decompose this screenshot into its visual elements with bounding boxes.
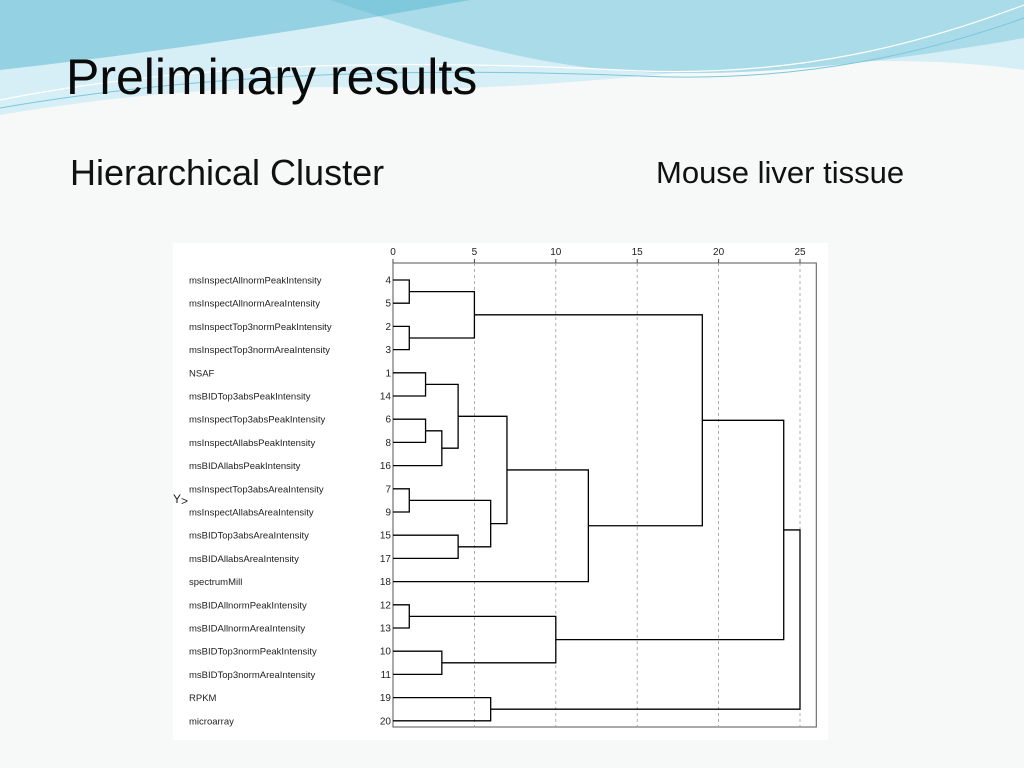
x-tick-label: 5 xyxy=(472,247,478,258)
dendrogram-link xyxy=(393,488,410,513)
leaf-number: 14 xyxy=(380,392,392,403)
leaf-number: 17 xyxy=(380,554,392,565)
y-axis-marker: > xyxy=(181,494,188,508)
dendrogram-link xyxy=(555,419,785,641)
leaf-number: 13 xyxy=(380,624,392,635)
leaf-number: 5 xyxy=(385,299,391,310)
dendrogram-link xyxy=(490,529,801,710)
leaf-label: msBIDTop3absPeakIntensity xyxy=(189,392,311,403)
plot-frame xyxy=(392,262,817,728)
leaf-label: msInspectTop3absAreaIntensity xyxy=(189,484,324,495)
dendrogram-link xyxy=(393,372,427,397)
leaf-label: msInspectAllabsPeakIntensity xyxy=(189,438,315,449)
leaf-number: 9 xyxy=(385,508,391,519)
leaf-number: 12 xyxy=(380,600,392,611)
leaf-label: msBIDAllnormAreaIntensity xyxy=(189,624,305,635)
leaf-number: 2 xyxy=(385,322,391,333)
leaf-label: msBIDAllabsPeakIntensity xyxy=(189,461,301,472)
leaf-number: 16 xyxy=(380,461,392,472)
dendrogram-link xyxy=(393,650,443,676)
slide-title: Preliminary results xyxy=(66,49,478,105)
x-tick-label: 15 xyxy=(632,247,644,258)
leaf-number: 18 xyxy=(380,577,392,588)
leaf-number: 1 xyxy=(385,368,391,379)
header-wave-decoration xyxy=(0,0,1024,115)
dendrogram-link xyxy=(393,418,427,444)
dendrogram-panel: 0 5 10 15 20 25 msInspectAllnormPeakIntensity 4… xyxy=(173,243,828,740)
dendrogram-link xyxy=(393,696,492,722)
leaf-number: 8 xyxy=(385,438,391,449)
leaf-label: msBIDAllabsAreaIntensity xyxy=(189,554,299,565)
leaf-label: msInspectTop3absPeakIntensity xyxy=(189,415,325,426)
leaf-number: 4 xyxy=(385,276,391,287)
leaf-number: 7 xyxy=(385,484,391,495)
x-tick-label: 10 xyxy=(550,247,562,258)
dendrogram-link xyxy=(393,279,410,304)
leaf-number: 3 xyxy=(385,345,391,356)
wave-front xyxy=(0,0,470,70)
subtitle-hierarchical-cluster: Hierarchical Cluster xyxy=(70,152,385,193)
leaf-label: msBIDTop3absAreaIntensity xyxy=(189,531,309,542)
x-tick-label: 20 xyxy=(713,247,725,258)
leaf-number: 6 xyxy=(385,415,391,426)
subtitle-tissue: Mouse liver tissue xyxy=(656,155,905,190)
leaf-number: 19 xyxy=(380,693,392,704)
dendrogram-link xyxy=(409,615,557,664)
leaf-number: 15 xyxy=(380,531,392,542)
leaf-number: 20 xyxy=(380,716,392,727)
x-tick-label: 25 xyxy=(794,247,806,258)
leaf-label: msInspectAllnormPeakIntensity xyxy=(189,276,322,287)
dendrogram-link xyxy=(409,499,492,548)
leaf-label: microarray xyxy=(189,716,234,727)
leaf-label: msInspectTop3normPeakIntensity xyxy=(189,322,332,333)
leaf-label: spectrumMill xyxy=(189,577,242,588)
dendrogram-link xyxy=(393,534,459,560)
leaf-label: msInspectAllnormAreaIntensity xyxy=(189,299,320,310)
dendrogram-link xyxy=(458,415,508,525)
x-tick-label: 0 xyxy=(390,247,396,258)
leaf-label: msBIDTop3normPeakIntensity xyxy=(189,647,317,658)
wave-line xyxy=(0,17,1024,109)
dendrogram-link xyxy=(393,604,410,629)
dendrogram-link xyxy=(393,430,443,467)
leaf-label: msBIDAllnormPeakIntensity xyxy=(189,600,307,611)
leaf-number: 10 xyxy=(380,647,392,658)
leaf-label: RPKM xyxy=(189,693,217,704)
leaf-label: msInspectTop3normAreaIntensity xyxy=(189,345,330,356)
dendrogram-link xyxy=(409,290,476,339)
y-axis-label: Y xyxy=(173,492,181,506)
leaf-label: msInspectAllabsAreaIntensity xyxy=(189,508,314,519)
leaf-label: NSAF xyxy=(189,368,215,379)
dendrogram-link xyxy=(393,325,410,351)
leaf-number: 11 xyxy=(381,670,392,681)
wave-line xyxy=(0,4,1024,101)
leaf-label: msBIDTop3normAreaIntensity xyxy=(189,670,315,681)
